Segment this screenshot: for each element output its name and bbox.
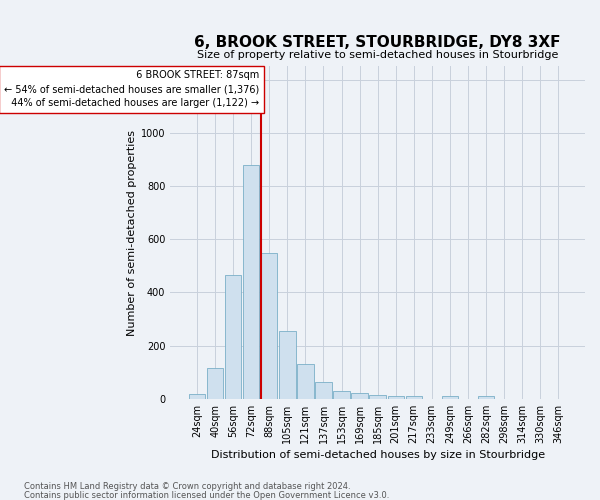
Bar — [442, 396, 458, 399]
Text: Size of property relative to semi-detached houses in Stourbridge: Size of property relative to semi-detach… — [197, 50, 559, 60]
Bar — [406, 396, 422, 399]
Bar — [261, 253, 277, 399]
Bar — [370, 395, 386, 399]
Bar — [189, 394, 205, 399]
Bar — [225, 275, 241, 399]
Bar — [388, 396, 404, 399]
Bar — [478, 396, 494, 399]
Bar — [207, 368, 223, 399]
Bar — [279, 331, 296, 399]
Text: Contains HM Land Registry data © Crown copyright and database right 2024.: Contains HM Land Registry data © Crown c… — [24, 482, 350, 491]
Bar — [316, 382, 332, 399]
Title: 6, BROOK STREET, STOURBRIDGE, DY8 3XF: 6, BROOK STREET, STOURBRIDGE, DY8 3XF — [194, 35, 561, 50]
Text: Contains public sector information licensed under the Open Government Licence v3: Contains public sector information licen… — [24, 490, 389, 500]
Bar — [243, 165, 259, 399]
Bar — [352, 393, 368, 399]
Text: 6 BROOK STREET: 87sqm
← 54% of semi-detached houses are smaller (1,376)
  44% of: 6 BROOK STREET: 87sqm ← 54% of semi-deta… — [4, 70, 259, 108]
Bar — [298, 364, 314, 399]
X-axis label: Distribution of semi-detached houses by size in Stourbridge: Distribution of semi-detached houses by … — [211, 450, 545, 460]
Bar — [334, 391, 350, 399]
Y-axis label: Number of semi-detached properties: Number of semi-detached properties — [127, 130, 137, 336]
